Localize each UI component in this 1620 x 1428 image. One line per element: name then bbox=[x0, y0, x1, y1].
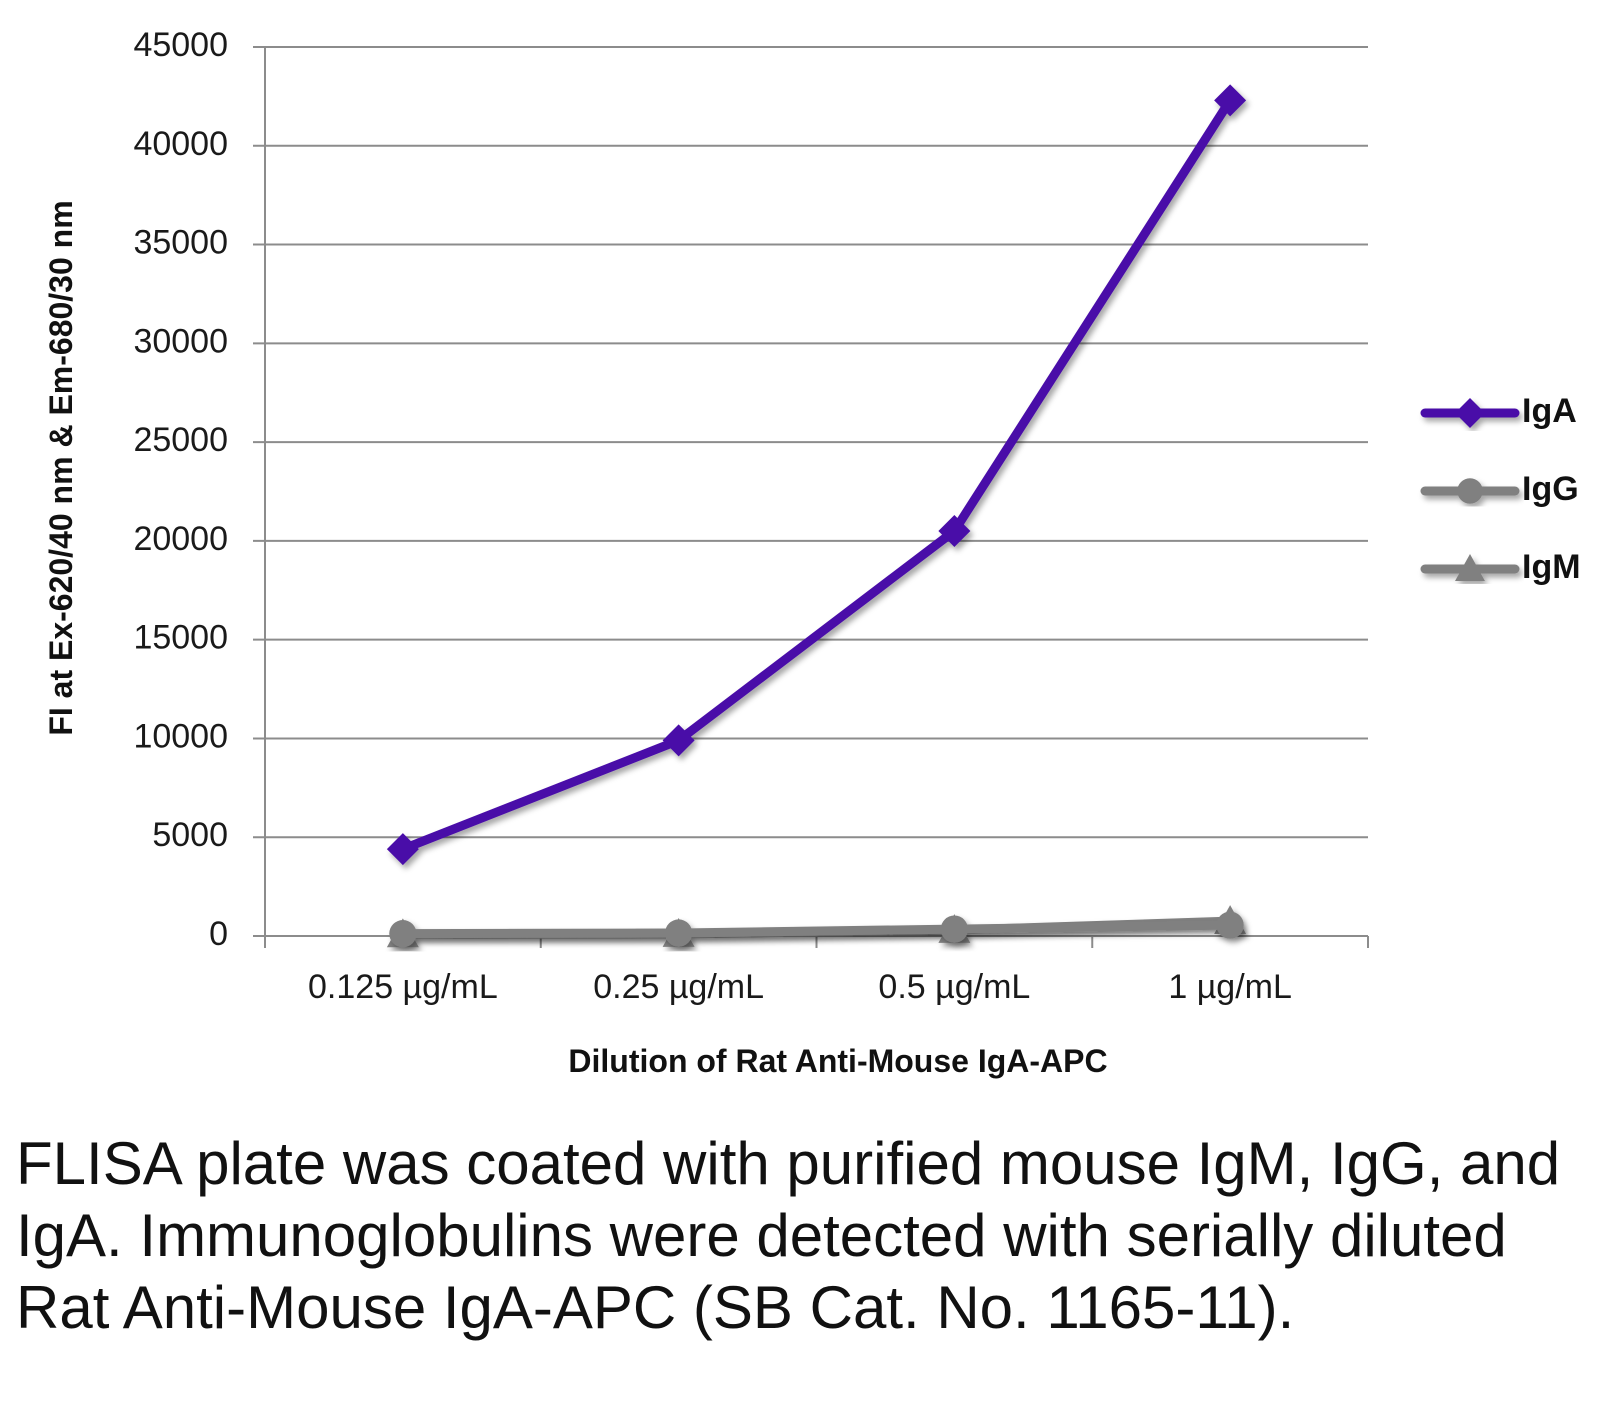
diamond-marker bbox=[1214, 84, 1247, 117]
y-axis-title: FI at Ex-620/40 nm & Em-680/30 nm bbox=[43, 200, 79, 735]
x-tick-label: 0.25 µg/mL bbox=[593, 968, 764, 1006]
legend-item-iga bbox=[1420, 398, 1520, 428]
figure-caption: FLISA plate was coated with purified mou… bbox=[16, 1130, 1561, 1341]
chart: 0 5000 10000 15000 20000 25000 30000 35000 40000… bbox=[43, 26, 1581, 1079]
legend-item-igm bbox=[1420, 554, 1520, 581]
y-tick-label: 10000 bbox=[133, 717, 228, 755]
diamond-marker bbox=[1455, 398, 1485, 428]
legend: IgA IgG IgM bbox=[1420, 392, 1581, 586]
diamond-marker bbox=[938, 515, 971, 548]
x-axis-title: Dilution of Rat Anti-Mouse IgA-APC bbox=[568, 1043, 1107, 1079]
circle-marker bbox=[1216, 911, 1244, 939]
series-line-iga bbox=[398, 95, 1235, 854]
x-tick-label: 1 µg/mL bbox=[1168, 968, 1292, 1006]
y-tick-label: 5000 bbox=[152, 816, 228, 854]
y-tick-label: 20000 bbox=[133, 520, 228, 558]
y-tick-label: 40000 bbox=[133, 125, 228, 163]
series-igg bbox=[389, 911, 1244, 948]
diamond-marker bbox=[386, 833, 419, 866]
series bbox=[386, 84, 1247, 948]
y-tick-label: 45000 bbox=[133, 26, 228, 64]
y-tick-label: 35000 bbox=[133, 224, 228, 262]
x-tick-label: 0.5 µg/mL bbox=[878, 968, 1030, 1006]
circle-marker bbox=[389, 920, 417, 948]
series-line-igg bbox=[398, 920, 1235, 939]
y-tick-label: 30000 bbox=[133, 322, 228, 360]
gridlines bbox=[253, 46, 1368, 937]
y-tick-label: 15000 bbox=[133, 619, 228, 657]
legend-label: IgA bbox=[1522, 392, 1577, 430]
legend-label: IgM bbox=[1522, 548, 1581, 586]
circle-marker bbox=[1457, 478, 1483, 504]
x-tick-label: 0.125 µg/mL bbox=[308, 968, 498, 1006]
circle-marker bbox=[940, 915, 968, 943]
series-iga bbox=[386, 84, 1247, 866]
circle-marker bbox=[665, 919, 693, 947]
x-tick-labels: 0.125 µg/mL 0.25 µg/mL 0.5 µg/mL 1 µg/mL bbox=[308, 968, 1292, 1006]
axes bbox=[264, 47, 1369, 948]
y-tick-labels: 0 5000 10000 15000 20000 25000 30000 35000 40000… bbox=[133, 26, 228, 953]
triangle-marker bbox=[1455, 554, 1485, 581]
legend-item-igg bbox=[1420, 478, 1520, 504]
y-tick-label: 25000 bbox=[133, 421, 228, 459]
legend-label: IgG bbox=[1522, 470, 1579, 508]
diamond-marker bbox=[662, 724, 695, 757]
y-tick-label: 0 bbox=[209, 915, 228, 953]
